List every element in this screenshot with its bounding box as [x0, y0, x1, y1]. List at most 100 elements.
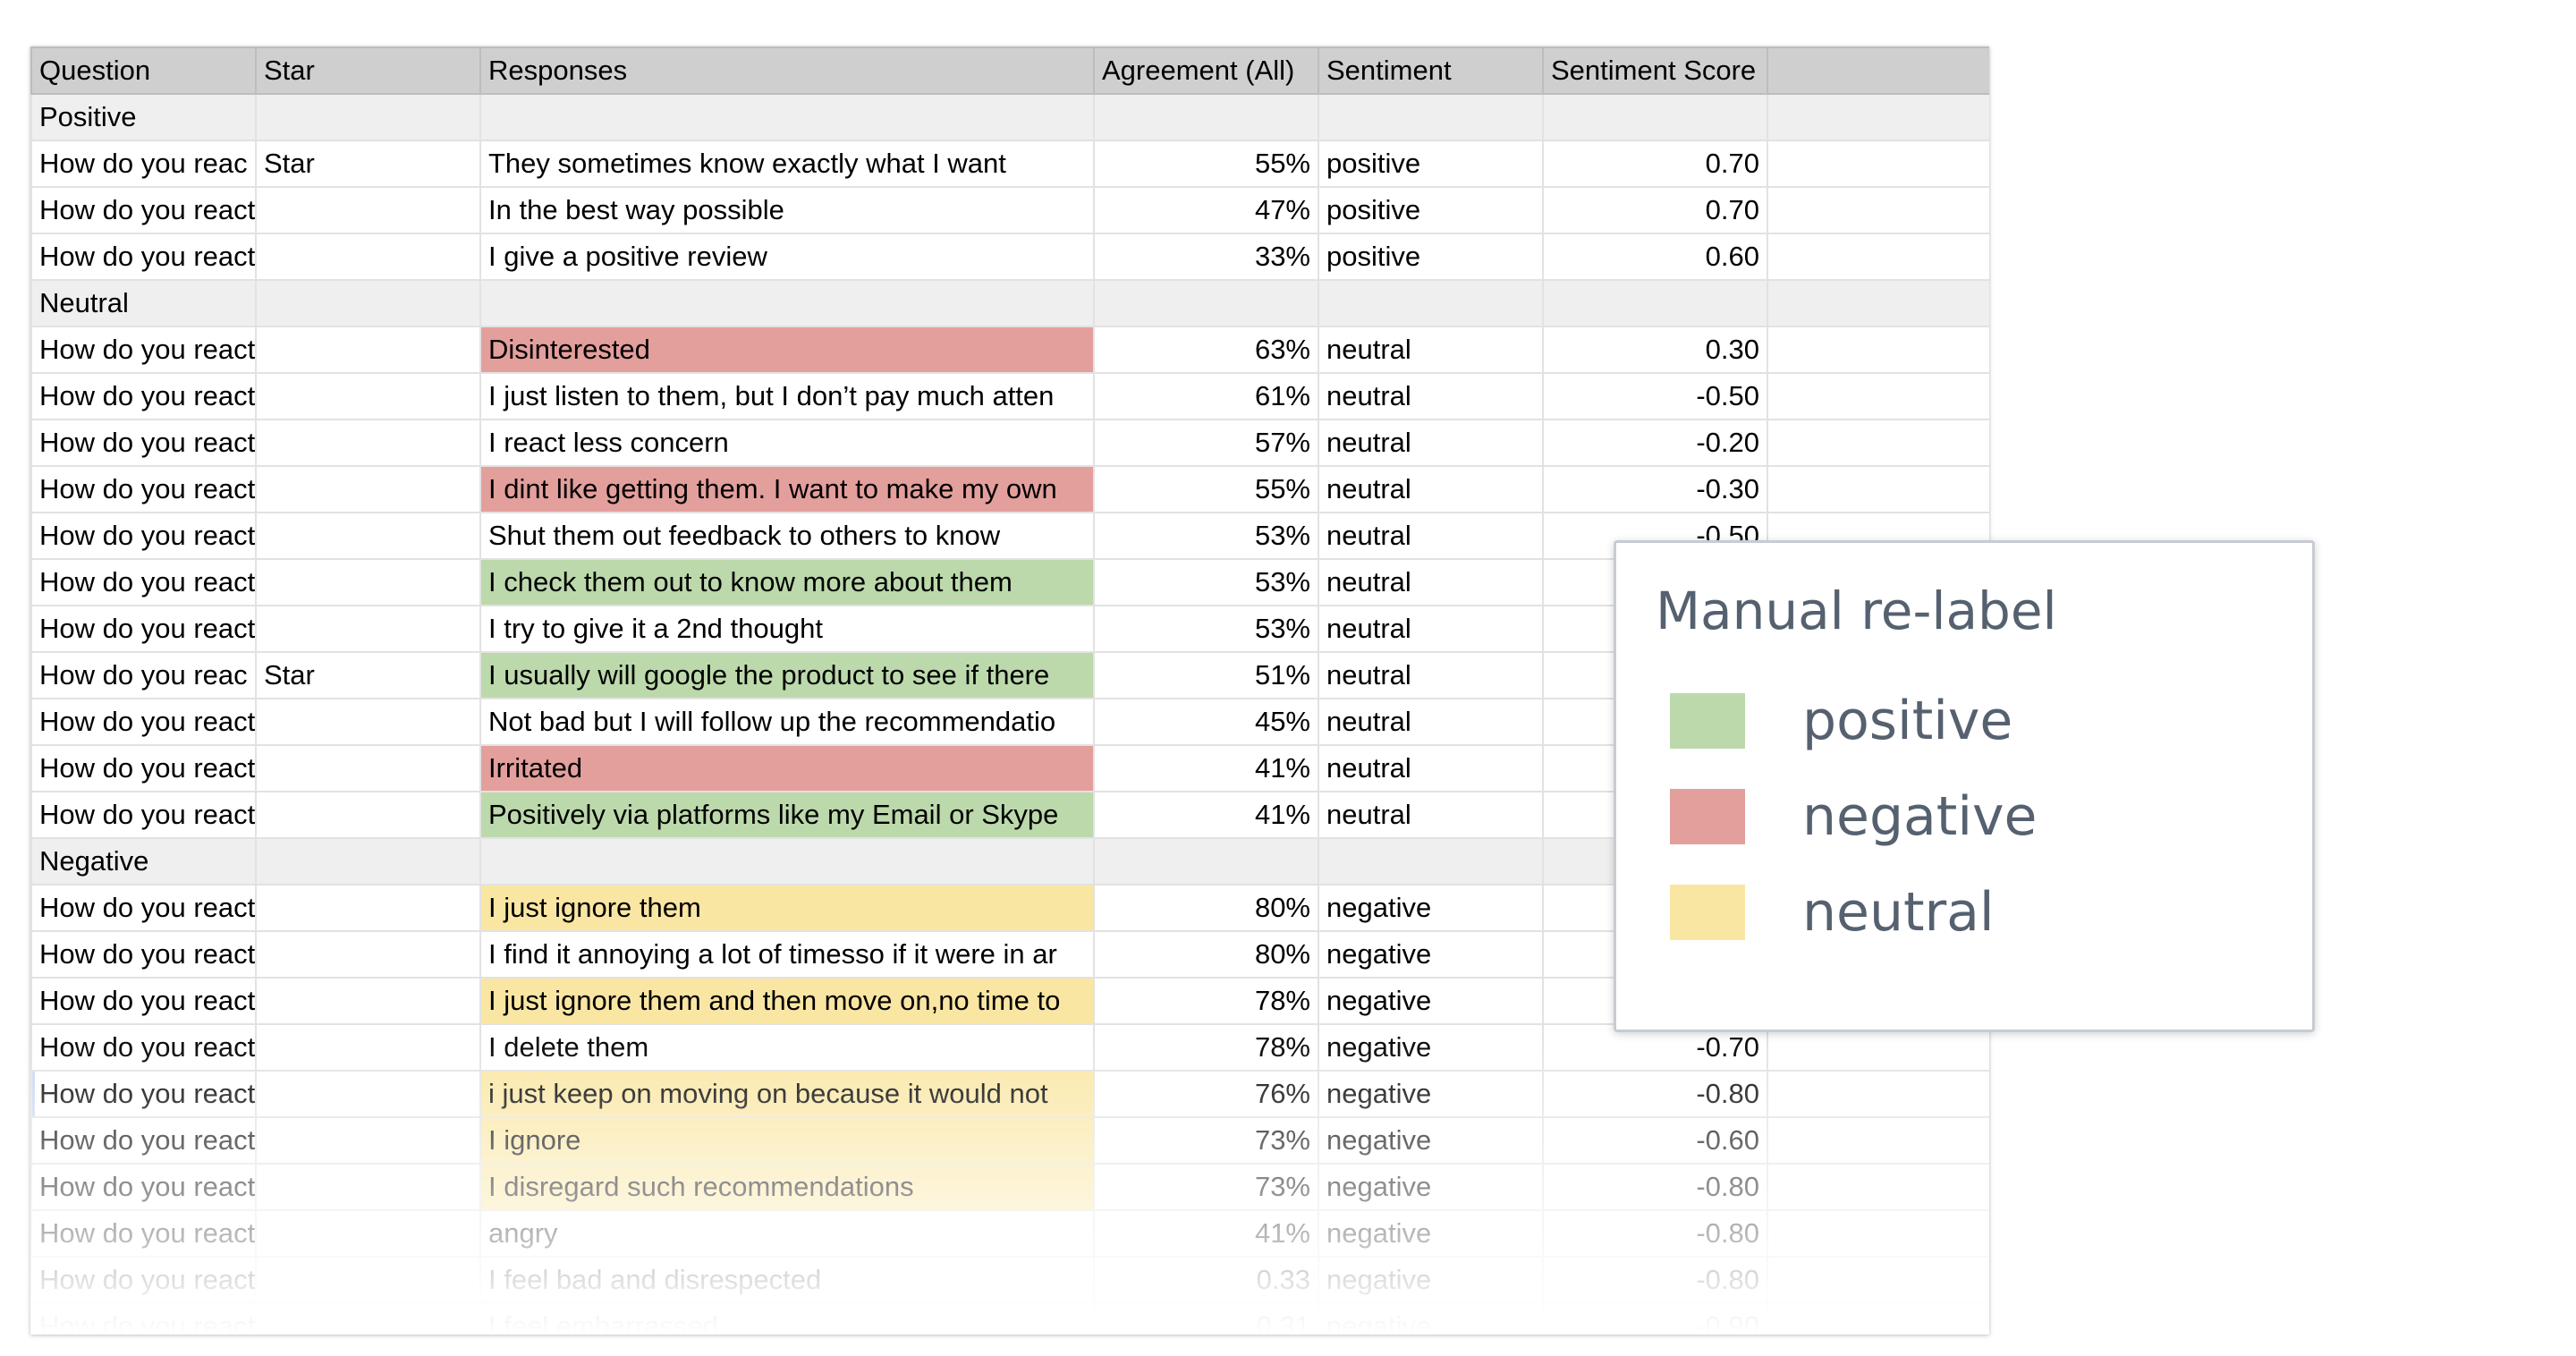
cell-response[interactable]: I dint like getting them. I want to make…	[479, 465, 1095, 513]
cell-response[interactable]: I disregard such recommendations	[479, 1163, 1095, 1211]
cell-response[interactable]: They sometimes know exactly what I want	[479, 140, 1095, 188]
cell-empty[interactable]	[255, 93, 481, 141]
cell-question[interactable]: How do you reac	[30, 651, 257, 699]
cell-question[interactable]: How do you react when you get re	[30, 1070, 257, 1118]
cell-response[interactable]: I just listen to them, but I don’t pay m…	[479, 372, 1095, 420]
cell-star[interactable]	[255, 977, 481, 1025]
cell-empty[interactable]	[1767, 93, 1989, 141]
cell-score[interactable]: -0.50	[1542, 372, 1768, 420]
cell-response[interactable]: I just ignore them	[479, 884, 1095, 932]
cell-response[interactable]: Positively via platforms like my Email o…	[479, 791, 1095, 839]
cell-agreement[interactable]: 33%	[1093, 233, 1319, 281]
cell-star[interactable]	[255, 1070, 481, 1118]
cell-agreement[interactable]: 41%	[1093, 791, 1319, 839]
cell-star[interactable]	[255, 186, 481, 234]
cell-agreement[interactable]: 80%	[1093, 884, 1319, 932]
cell-score[interactable]: 0.70	[1542, 186, 1768, 234]
cell-sentiment[interactable]: neutral	[1318, 558, 1544, 606]
cell-star[interactable]	[255, 1163, 481, 1211]
cell-empty[interactable]	[479, 837, 1095, 886]
cell-score[interactable]: -0.20	[1542, 419, 1768, 467]
cell-sentiment[interactable]: neutral	[1318, 605, 1544, 653]
cell-response[interactable]: I ignore	[479, 1116, 1095, 1165]
col-header-question[interactable]: Question	[30, 47, 257, 95]
cell-sentiment[interactable]: negative	[1318, 930, 1544, 979]
cell-sentiment[interactable]: negative	[1318, 1163, 1544, 1211]
col-header-sentiment-score[interactable]: Sentiment Score	[1542, 47, 1768, 95]
cell-agreement[interactable]: 61%	[1093, 372, 1319, 420]
cell-sentiment[interactable]: neutral	[1318, 512, 1544, 560]
cell-question[interactable]: How do you react when you get re	[30, 1302, 257, 1335]
cell-empty[interactable]	[255, 837, 481, 886]
cell-blank[interactable]	[1767, 1116, 1989, 1165]
cell-sentiment[interactable]: neutral	[1318, 791, 1544, 839]
cell-question[interactable]: How do you react when you get re	[30, 512, 257, 560]
cell-score[interactable]: 0.70	[1542, 140, 1768, 188]
cell-response[interactable]: I usually will google the product to see…	[479, 651, 1095, 699]
cell-sentiment[interactable]: negative	[1318, 1070, 1544, 1118]
cell-agreement[interactable]: 73%	[1093, 1163, 1319, 1211]
cell-blank[interactable]	[1767, 186, 1989, 234]
cell-empty[interactable]	[1093, 93, 1319, 141]
cell-star[interactable]	[255, 326, 481, 374]
cell-score[interactable]: -0.80	[1542, 1209, 1768, 1258]
cell-response[interactable]: I try to give it a 2nd thought	[479, 605, 1095, 653]
cell-response[interactable]: I react less concern	[479, 419, 1095, 467]
cell-star[interactable]	[255, 744, 481, 792]
cell-question[interactable]: How do you reac	[30, 140, 257, 188]
cell-sentiment[interactable]: negative	[1318, 884, 1544, 932]
cell-agreement[interactable]: 41%	[1093, 1209, 1319, 1258]
cell-blank[interactable]	[1767, 233, 1989, 281]
cell-star[interactable]: Star	[255, 140, 481, 188]
cell-score[interactable]: 0.30	[1542, 326, 1768, 374]
cell-response[interactable]: i just keep on moving on because it woul…	[479, 1070, 1095, 1118]
cell-question[interactable]: How do you react when you get re	[30, 372, 257, 420]
cell-response[interactable]: I just ignore them and then move on,no t…	[479, 977, 1095, 1025]
cell-response[interactable]: I delete them	[479, 1023, 1095, 1072]
cell-star[interactable]	[255, 1023, 481, 1072]
cell-agreement[interactable]: 0.33	[1093, 1256, 1319, 1304]
cell-star[interactable]	[255, 930, 481, 979]
col-header-sentiment[interactable]: Sentiment	[1318, 47, 1544, 95]
cell-response[interactable]: I give a positive review	[479, 233, 1095, 281]
cell-agreement[interactable]: 53%	[1093, 512, 1319, 560]
cell-sentiment[interactable]: neutral	[1318, 372, 1544, 420]
cell-star[interactable]	[255, 372, 481, 420]
cell-star[interactable]	[255, 1302, 481, 1335]
cell-empty[interactable]	[1093, 837, 1319, 886]
cell-star[interactable]	[255, 791, 481, 839]
cell-sentiment[interactable]: negative	[1318, 1209, 1544, 1258]
cell-star[interactable]: Star	[255, 651, 481, 699]
cell-star[interactable]	[255, 465, 481, 513]
cell-response[interactable]: Irritated	[479, 744, 1095, 792]
cell-score[interactable]: -0.80	[1542, 1070, 1768, 1118]
cell-agreement[interactable]: 55%	[1093, 140, 1319, 188]
cell-question[interactable]: How do you react when you get re	[30, 186, 257, 234]
cell-blank[interactable]	[1767, 419, 1989, 467]
cell-empty[interactable]	[255, 279, 481, 327]
cell-blank[interactable]	[1767, 1163, 1989, 1211]
cell-score[interactable]: 0.60	[1542, 233, 1768, 281]
cell-question[interactable]: How do you react when you get re	[30, 558, 257, 606]
cell-agreement[interactable]: 51%	[1093, 651, 1319, 699]
cell-star[interactable]	[255, 1209, 481, 1258]
cell-response[interactable]: angry	[479, 1209, 1095, 1258]
cell-star[interactable]	[255, 558, 481, 606]
cell-agreement[interactable]: 78%	[1093, 1023, 1319, 1072]
cell-agreement[interactable]: 55%	[1093, 465, 1319, 513]
cell-score[interactable]: -0.60	[1542, 1116, 1768, 1165]
cell-empty[interactable]	[1318, 837, 1544, 886]
section-label[interactable]: Positive	[30, 93, 257, 141]
cell-question[interactable]: How do you react when you get re	[30, 1256, 257, 1304]
cell-empty[interactable]	[1318, 279, 1544, 327]
cell-empty[interactable]	[1318, 93, 1544, 141]
col-header-responses[interactable]: Responses	[479, 47, 1095, 95]
cell-sentiment[interactable]: positive	[1318, 140, 1544, 188]
cell-agreement[interactable]: 47%	[1093, 186, 1319, 234]
cell-sentiment[interactable]: positive	[1318, 233, 1544, 281]
cell-empty[interactable]	[1767, 279, 1989, 327]
cell-sentiment[interactable]: neutral	[1318, 326, 1544, 374]
cell-response[interactable]: I check them out to know more about them	[479, 558, 1095, 606]
cell-blank[interactable]	[1767, 1209, 1989, 1258]
cell-score[interactable]: -0.30	[1542, 465, 1768, 513]
